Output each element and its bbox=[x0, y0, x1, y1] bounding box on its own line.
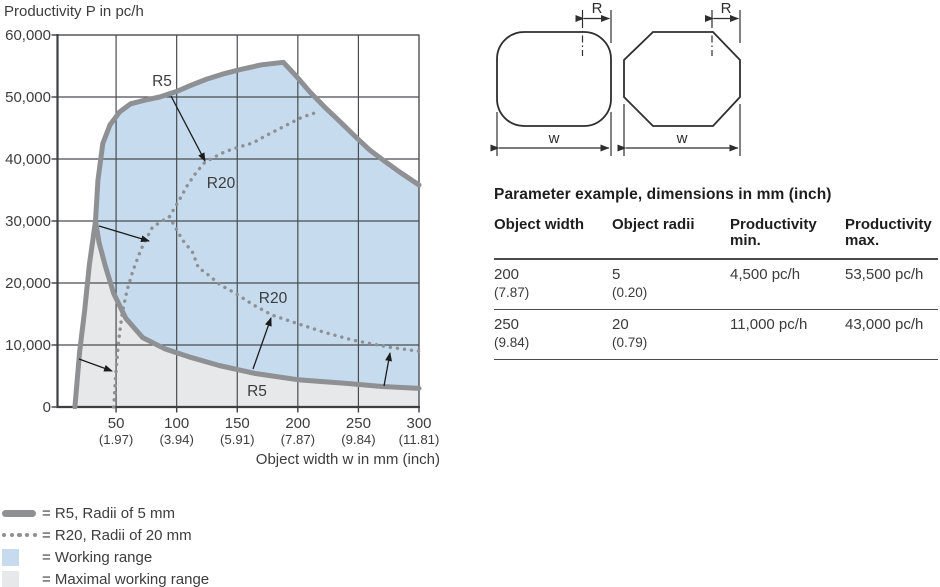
r5-lower-envelope-curve bbox=[93, 218, 422, 391]
y-tick-label: 20,000 bbox=[5, 275, 51, 292]
object-shape-diagrams: R w R w bbox=[490, 0, 741, 156]
x-tick-label-inch: (7.87) bbox=[281, 432, 315, 447]
table-cell-prod-max: 43,000 pc/h bbox=[845, 310, 938, 359]
y-tick-label: 0 bbox=[43, 399, 51, 416]
maximal-working-range-area bbox=[74, 221, 420, 407]
radii-inch: (0.20) bbox=[612, 285, 648, 300]
x-tick-label-inch: (5.91) bbox=[220, 432, 254, 447]
x-tick-label-mm: 100 bbox=[164, 415, 189, 432]
radii-mm: 20 bbox=[612, 316, 629, 333]
productivity-min: 4,500 pc/h bbox=[730, 266, 801, 283]
maximal-working-range-swatch bbox=[2, 570, 42, 587]
annotation-arrow bbox=[252, 317, 272, 370]
table-rule bbox=[494, 359, 938, 360]
table-cell-prod-min: 11,000 pc/h bbox=[730, 310, 845, 359]
x-tick-label-inch: (1.97) bbox=[99, 432, 133, 447]
r20-upper-envelope-curve bbox=[111, 110, 321, 409]
productivity-min: 11,000 pc/h bbox=[730, 316, 808, 333]
productivity-max: 43,000 pc/h bbox=[845, 316, 924, 333]
legend-label: = Maximal working range bbox=[42, 570, 210, 587]
width-dimension-label: w bbox=[548, 130, 560, 147]
width-inch: (9.84) bbox=[494, 335, 530, 350]
parameter-table: Parameter example, dimensions in mm (inc… bbox=[494, 186, 938, 360]
table-cell-width: 200 (7.87) bbox=[494, 260, 612, 309]
column-header-productivity-max: Productivity max. bbox=[845, 216, 932, 249]
table-rule bbox=[494, 258, 938, 260]
width-mm: 200 bbox=[494, 266, 520, 283]
annotation-arrow bbox=[78, 358, 113, 372]
curve-label-r5: R5 bbox=[247, 383, 267, 400]
table-cell-prod-max: 53,500 pc/h bbox=[845, 260, 938, 309]
x-tick-label-inch: (3.94) bbox=[159, 432, 193, 447]
legend-label: = R20, Radii of 20 mm bbox=[42, 526, 192, 544]
annotation-arrow bbox=[98, 225, 150, 243]
r20-dotted-swatch bbox=[2, 532, 42, 538]
legend-label: = Working range bbox=[42, 548, 153, 566]
legend-item-working-range: = Working range bbox=[2, 546, 209, 568]
chart-curves bbox=[72, 59, 422, 409]
x-tick-label-inch: (9.84) bbox=[341, 432, 375, 447]
productivity-chart: Productivity P in pc/h 60,000 50,000 40,00… bbox=[4, 3, 440, 468]
chart-grid bbox=[57, 34, 420, 408]
x-axis-title: Object width w in mm (inch) bbox=[256, 451, 440, 468]
column-header-object-width: Object width bbox=[494, 216, 584, 233]
table-cell-width: 250 (9.84) bbox=[494, 310, 612, 359]
curve-label-r20: R20 bbox=[207, 175, 236, 192]
x-tick-label-mm: 200 bbox=[285, 415, 310, 432]
table-cell-radii: 5 (0.20) bbox=[612, 260, 730, 309]
x-tick-label-mm: 50 bbox=[108, 415, 125, 432]
octagon-shape: R w bbox=[617, 0, 741, 156]
annotation-arrow bbox=[383, 352, 393, 387]
r20-lower-envelope-curve bbox=[167, 214, 421, 353]
curve-label-r20: R20 bbox=[259, 290, 288, 307]
axis-tick-labels: 60,00050,00040,00030,00020,00010,000050(… bbox=[5, 27, 439, 447]
x-tick-label-mm: 300 bbox=[406, 415, 431, 432]
curve-annotations: R5 R20 R20 R5 bbox=[78, 73, 393, 400]
width-dimension-label: w bbox=[676, 130, 688, 147]
y-tick-label: 10,000 bbox=[5, 337, 51, 354]
y-tick-label: 60,000 bbox=[5, 27, 51, 44]
legend-item-r5: = R5, Radii of 5 mm bbox=[2, 502, 209, 524]
column-header-object-radii: Object radii bbox=[612, 216, 695, 233]
y-tick-label: 30,000 bbox=[5, 213, 51, 230]
radii-mm: 5 bbox=[612, 266, 621, 283]
octagon-outline bbox=[623, 31, 741, 127]
y-tick-label: 50,000 bbox=[5, 89, 51, 106]
annotation-arrow bbox=[170, 95, 206, 162]
x-tick-label-inch: (11.81) bbox=[399, 432, 440, 447]
legend-item-maximal-working-range: = Maximal working range bbox=[2, 568, 209, 587]
curve-label-r5: R5 bbox=[152, 73, 172, 90]
rounded-rectangle-outline bbox=[496, 31, 612, 127]
radius-dimension-label: R bbox=[592, 0, 603, 17]
working-range-swatch bbox=[2, 548, 42, 566]
chart-legend: = R5, Radii of 5 mm = R20, Radii of 20 m… bbox=[2, 502, 209, 587]
column-header-productivity-min: Productivity min. bbox=[730, 216, 817, 249]
width-inch: (7.87) bbox=[494, 285, 530, 300]
radius-dimension-label: R bbox=[721, 0, 732, 17]
table-title: Parameter example, dimensions in mm (inc… bbox=[494, 186, 832, 203]
legend-label: = R5, Radii of 5 mm bbox=[42, 504, 175, 522]
table-grid: Object width Object radii Productivity m… bbox=[494, 216, 938, 360]
r5-line-swatch bbox=[2, 509, 42, 517]
table-rule bbox=[494, 309, 938, 310]
table-cell-prod-min: 4,500 pc/h bbox=[730, 260, 845, 309]
table-cell-radii: 20 (0.79) bbox=[612, 310, 730, 359]
x-tick-label-mm: 250 bbox=[346, 415, 371, 432]
y-axis-title: Productivity P in pc/h bbox=[4, 3, 144, 20]
productivity-max: 53,500 pc/h bbox=[845, 266, 924, 283]
radii-inch: (0.79) bbox=[612, 335, 648, 350]
rounded-rectangle-shape: R w bbox=[490, 0, 612, 156]
r5-upper-envelope-curve bbox=[72, 59, 422, 409]
legend-item-r20: = R20, Radii of 20 mm bbox=[2, 524, 209, 546]
axis-ticks bbox=[51, 34, 420, 413]
y-tick-label: 40,000 bbox=[5, 151, 51, 168]
x-tick-label-mm: 150 bbox=[225, 415, 250, 432]
width-mm: 250 bbox=[494, 316, 520, 333]
